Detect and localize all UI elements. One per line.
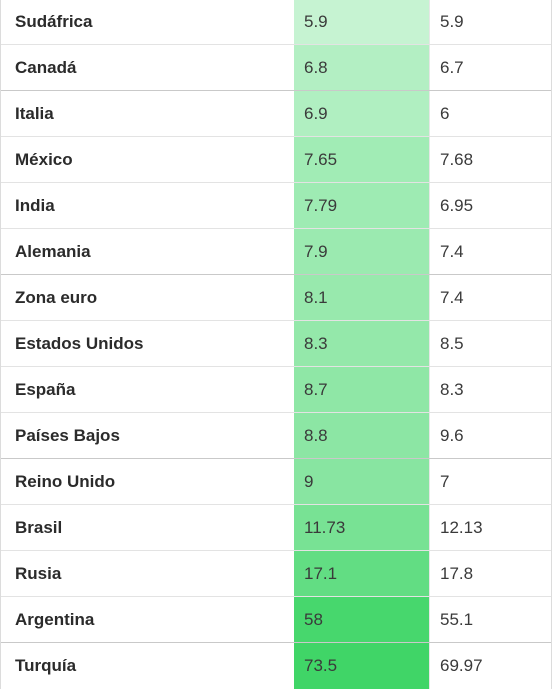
value-cell: 8.1 [294,275,429,320]
value-cell: 9 [294,459,429,504]
value-cell: 11.73 [294,505,429,550]
previous-value-cell: 12.13 [429,505,551,550]
previous-value-cell: 55.1 [429,597,551,642]
table-row: Reino Unido 9 7 [1,459,551,505]
value-cell: 7.9 [294,229,429,274]
previous-value-cell: 7.4 [429,229,551,274]
value-cell: 58 [294,597,429,642]
country-cell: Turquía [15,656,77,675]
previous-value-cell: 17.8 [429,551,551,596]
value-cell: 7.65 [294,137,429,182]
table-row: Rusia 17.1 17.8 [1,551,551,597]
value-cell: 8.7 [294,367,429,412]
previous-value-cell: 6.7 [429,45,551,90]
table-row: Sudáfrica 5.9 5.9 [1,0,551,45]
table-row: Estados Unidos 8.3 8.5 [1,321,551,367]
table-row: India 7.79 6.95 [1,183,551,229]
value-cell: 5.9 [294,0,429,44]
table-row: Italia 6.9 6 [1,91,551,137]
table-row: Argentina 58 55.1 [1,597,551,643]
previous-value-cell: 7.4 [429,275,551,320]
country-cell: Alemania [15,241,91,261]
previous-value-cell: 7 [429,459,551,504]
country-cell: Argentina [15,609,95,629]
previous-value-cell: 9.6 [429,413,551,458]
value-cell: 6.8 [294,45,429,90]
country-cell: España [15,379,76,399]
country-cell: India [15,195,55,215]
previous-value-cell: 6 [429,91,551,136]
table-row: España 8.7 8.3 [1,367,551,413]
previous-value-cell: 5.9 [429,0,551,44]
country-cell: Sudáfrica [15,12,93,31]
country-cell: México [15,149,73,169]
country-cell: Rusia [15,563,62,583]
previous-value-cell: 69.97 [429,643,551,689]
table-row: México 7.65 7.68 [1,137,551,183]
country-cell: Reino Unido [15,471,116,491]
previous-value-cell: 8.5 [429,321,551,366]
previous-value-cell: 8.3 [429,367,551,412]
value-cell: 73.5 [294,643,429,689]
country-cell: Estados Unidos [15,333,144,353]
country-cell: Italia [15,103,54,123]
country-cell: Canadá [15,57,77,77]
table-row: Turquía 73.5 69.97 [1,643,551,689]
table-row: Brasil 11.73 12.13 [1,505,551,551]
value-cell: 6.9 [294,91,429,136]
table-row: Zona euro 8.1 7.4 [1,275,551,321]
table-row: Países Bajos 8.8 9.6 [1,413,551,459]
value-cell: 17.1 [294,551,429,596]
table-row: Alemania 7.9 7.4 [1,229,551,275]
previous-value-cell: 7.68 [429,137,551,182]
country-cell: Países Bajos [15,425,120,445]
country-cell: Zona euro [15,287,98,307]
country-cell: Brasil [15,517,63,537]
table-row: Canadá 6.8 6.7 [1,45,551,91]
value-cell: 8.3 [294,321,429,366]
value-cell: 8.8 [294,413,429,458]
value-cell: 7.79 [294,183,429,228]
previous-value-cell: 6.95 [429,183,551,228]
